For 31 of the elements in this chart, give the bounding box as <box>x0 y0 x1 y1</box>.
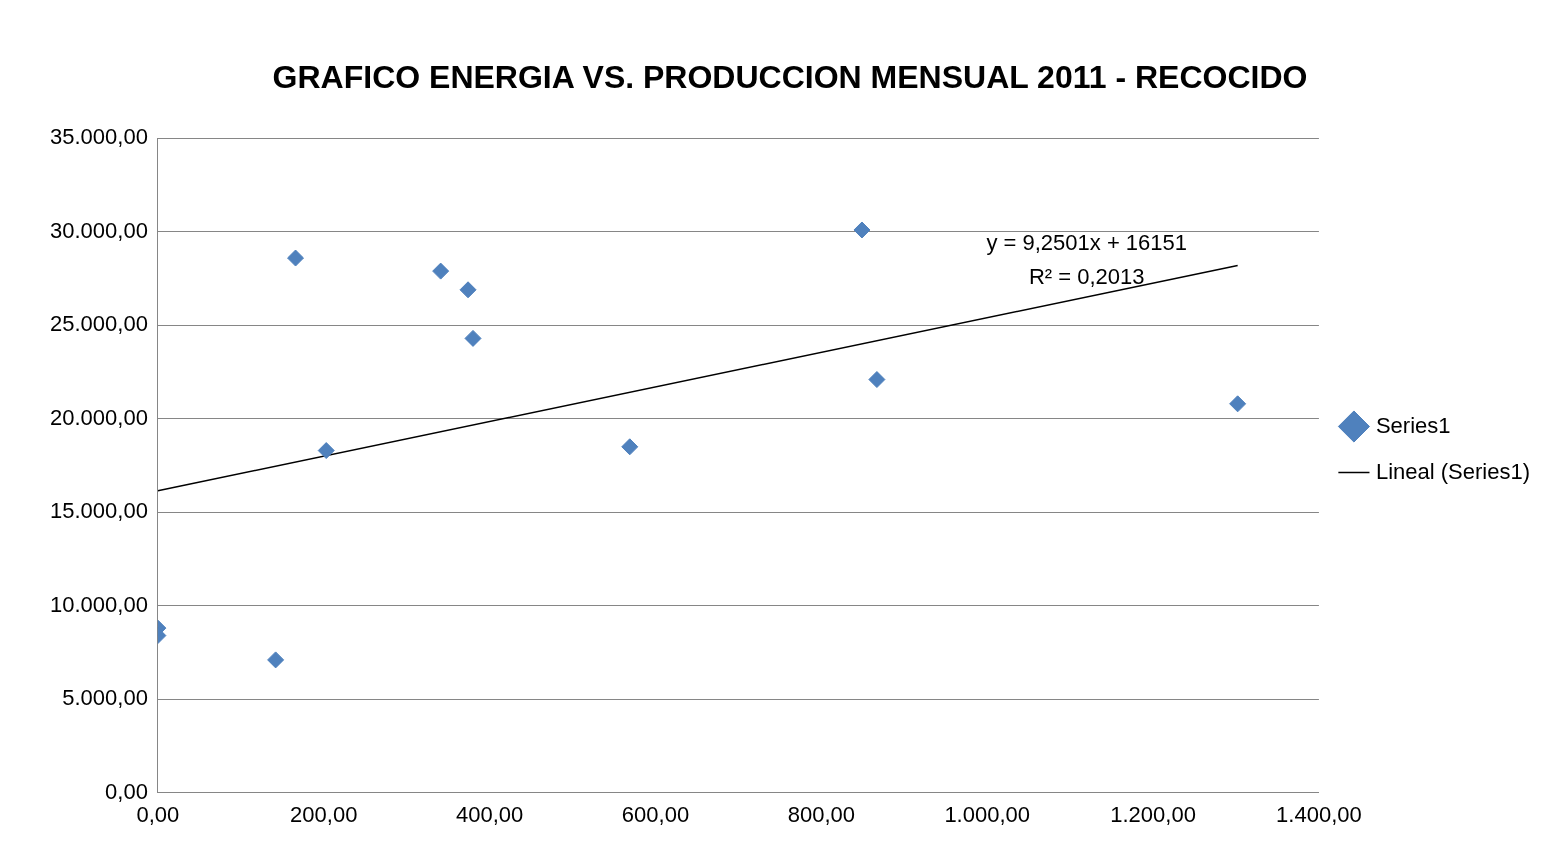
y-tick-label: 25.000,00 <box>50 311 148 337</box>
x-tick-label: 1.000,00 <box>944 801 1031 827</box>
x-tick-label: 1.200,00 <box>1110 801 1196 827</box>
point <box>432 262 450 280</box>
point <box>464 329 482 347</box>
x-tick-label: 1.400,00 <box>1276 801 1362 827</box>
point <box>853 221 871 239</box>
chart-title: GRAFICO ENERGIA VS. PRODUCCION MENSUAL 2011 - RECOCIDO <box>272 59 1308 96</box>
x-tick-label: 600,00 <box>621 801 690 827</box>
y-tick-label: 20.000,00 <box>50 404 148 430</box>
x-tick-label: 800,00 <box>787 801 855 827</box>
annotation: y = 9,2501x + 16151 <box>986 230 1188 256</box>
point <box>267 651 285 669</box>
y-tick-label: 10.000,00 <box>50 591 148 617</box>
point <box>317 442 335 460</box>
point <box>459 281 477 299</box>
y-tick-label: 0,00 <box>105 778 148 804</box>
point <box>621 438 639 456</box>
x-tick-label: 400,00 <box>455 801 524 827</box>
legend-label: Lineal (Series1) <box>1375 458 1530 484</box>
x-tick-label: 0,00 <box>136 801 180 827</box>
point <box>287 249 305 267</box>
annotation: R² = 0,2013 <box>1028 264 1145 290</box>
y-tick-label: 5.000,00 <box>62 685 148 711</box>
x-tick-label: 200,00 <box>290 801 358 827</box>
point <box>1229 395 1247 413</box>
point <box>868 371 886 389</box>
y-tick-label: 35.000,00 <box>50 124 148 150</box>
y-tick-label: 30.000,00 <box>50 217 148 243</box>
y-tick-label: 15.000,00 <box>50 498 148 524</box>
legend-label: Series1 <box>1375 412 1451 438</box>
